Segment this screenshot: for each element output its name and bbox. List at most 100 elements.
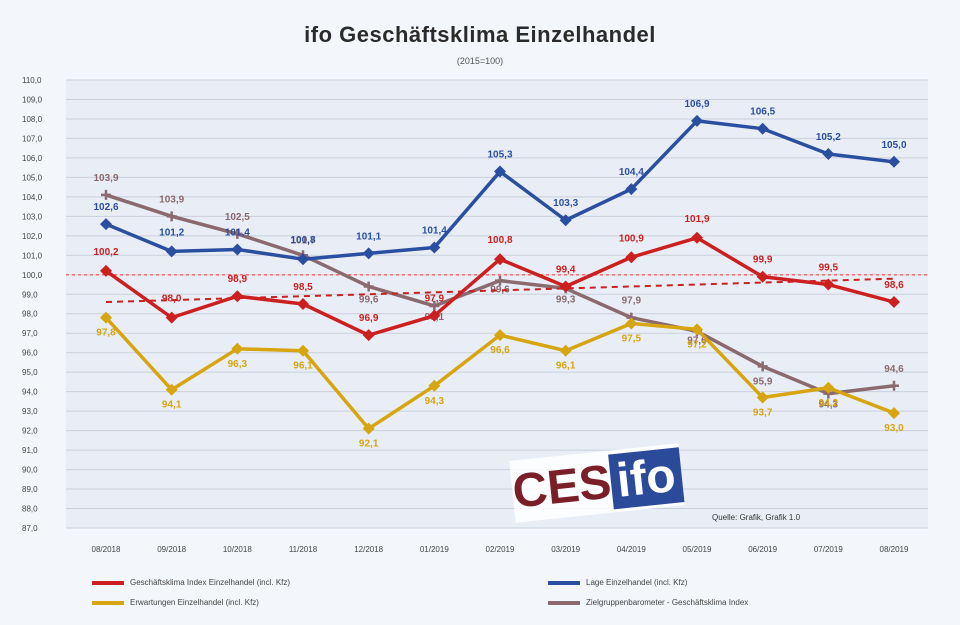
data-label: 94,3: [819, 400, 839, 411]
data-point: [165, 311, 178, 324]
x-tick-label: 06/2019: [748, 545, 777, 554]
data-point: [888, 407, 900, 420]
data-point: [691, 323, 703, 336]
data-point: [428, 241, 441, 254]
data-label: 96,3: [228, 359, 248, 370]
y-tick-label: 102,0: [22, 232, 43, 241]
data-point: [625, 251, 638, 264]
chart-subtitle: (2015=100): [456, 56, 504, 66]
legend-label: Lage Einzelhandel (incl. Kfz): [586, 578, 688, 587]
data-label: 99,3: [556, 294, 576, 305]
data-label: 97,9: [425, 294, 445, 305]
data-point: [559, 214, 572, 227]
data-point: [363, 281, 374, 292]
data-label: 101,9: [684, 214, 709, 225]
y-tick-label: 107,0: [22, 134, 43, 143]
data-point: [100, 218, 112, 231]
data-point: [625, 183, 638, 196]
data-point: [494, 253, 506, 266]
data-point: [625, 317, 638, 330]
data-point: [297, 344, 309, 357]
legend-item-lage: Lage Einzelhandel (incl. Kfz): [548, 578, 687, 587]
data-label: 94,6: [884, 364, 904, 375]
logo-ifo-text: ifo: [608, 446, 685, 509]
y-tick-label: 89,0: [22, 485, 38, 494]
data-label: 99,4: [556, 264, 576, 275]
data-label: 99,9: [753, 255, 773, 266]
legend-label: Geschäftsklima Index Einzelhandel (incl.…: [130, 578, 291, 587]
data-point: [757, 361, 768, 372]
data-label: 105,0: [881, 140, 906, 151]
data-point: [888, 296, 900, 309]
data-point: [297, 298, 309, 310]
data-point: [428, 309, 441, 322]
y-tick-label: 98,0: [22, 310, 38, 319]
data-label: 101,7: [290, 235, 315, 246]
data-label: 96,1: [556, 361, 576, 372]
data-point: [756, 270, 769, 283]
data-label: 96,6: [490, 345, 510, 356]
legend-item-erwartungen: Erwartungen Einzelhandel (incl. Kfz): [92, 598, 259, 607]
y-tick-label: 104,0: [22, 193, 43, 202]
data-label: 102,5: [225, 212, 250, 223]
y-tick-label: 110,0: [22, 76, 42, 85]
data-label: 101,4: [225, 227, 250, 238]
data-label: 105,3: [487, 150, 512, 161]
data-point: [297, 253, 309, 266]
data-point: [165, 245, 178, 258]
data-label: 92,1: [359, 439, 379, 450]
data-point: [362, 247, 375, 260]
data-label: 98,6: [884, 280, 904, 291]
data-point: [691, 114, 703, 127]
data-point: [232, 228, 243, 239]
legend-label: Erwartungen Einzelhandel (incl. Kfz): [130, 598, 259, 607]
data-point: [101, 189, 111, 200]
data-label: 103,3: [553, 198, 578, 209]
data-label: 101,1: [356, 231, 381, 242]
y-tick-label: 91,0: [22, 446, 38, 455]
data-label: 101,4: [422, 226, 447, 237]
data-label: 106,9: [684, 99, 709, 110]
data-point: [428, 379, 441, 392]
x-tick-label: 08/2018: [92, 545, 121, 554]
data-label: 98,5: [293, 282, 313, 293]
data-point: [889, 380, 899, 391]
y-tick-label: 101,0: [22, 251, 43, 260]
data-label: 106,5: [750, 107, 775, 118]
data-label: 103,9: [93, 173, 118, 184]
data-label: 97,5: [622, 333, 642, 344]
x-tick-label: 07/2019: [814, 545, 843, 554]
data-label: 95,9: [753, 376, 773, 387]
legend-swatch: [92, 600, 124, 605]
y-tick-label: 106,0: [22, 154, 43, 163]
data-point: [559, 280, 572, 293]
y-tick-label: 99,0: [22, 290, 38, 299]
data-point: [756, 391, 769, 404]
data-label: 94,1: [162, 400, 182, 411]
y-tick-label: 105,0: [22, 173, 43, 182]
x-tick-label: 08/2019: [880, 545, 909, 554]
data-label: 94,3: [425, 396, 445, 407]
y-tick-label: 103,0: [22, 212, 43, 221]
x-tick-label: 05/2019: [683, 545, 712, 554]
legend-item-zielgruppenbarometer: Zielgruppenbarometer - Geschäftsklima In…: [548, 598, 748, 607]
x-tick-label: 09/2018: [157, 545, 186, 554]
data-label: 93,7: [753, 407, 773, 418]
data-point: [362, 422, 375, 435]
data-label: 98,9: [228, 274, 248, 285]
data-point: [429, 300, 440, 311]
y-tick-label: 90,0: [22, 466, 38, 475]
data-point: [362, 329, 375, 342]
legend-item-geschaeftsklima: Geschäftsklima Index Einzelhandel (incl.…: [92, 578, 290, 587]
data-label: 96,1: [293, 361, 313, 372]
data-label: 97,8: [96, 328, 116, 339]
y-tick-label: 88,0: [22, 505, 38, 514]
data-point: [231, 342, 244, 355]
data-label: 99,6: [490, 285, 510, 296]
logo-ces-text: CES: [510, 455, 614, 519]
legend-label: Zielgruppenbarometer - Geschäftsklima In…: [586, 598, 749, 607]
x-tick-label: 03/2019: [551, 545, 580, 554]
data-point: [822, 278, 835, 291]
legend-swatch: [548, 580, 580, 585]
